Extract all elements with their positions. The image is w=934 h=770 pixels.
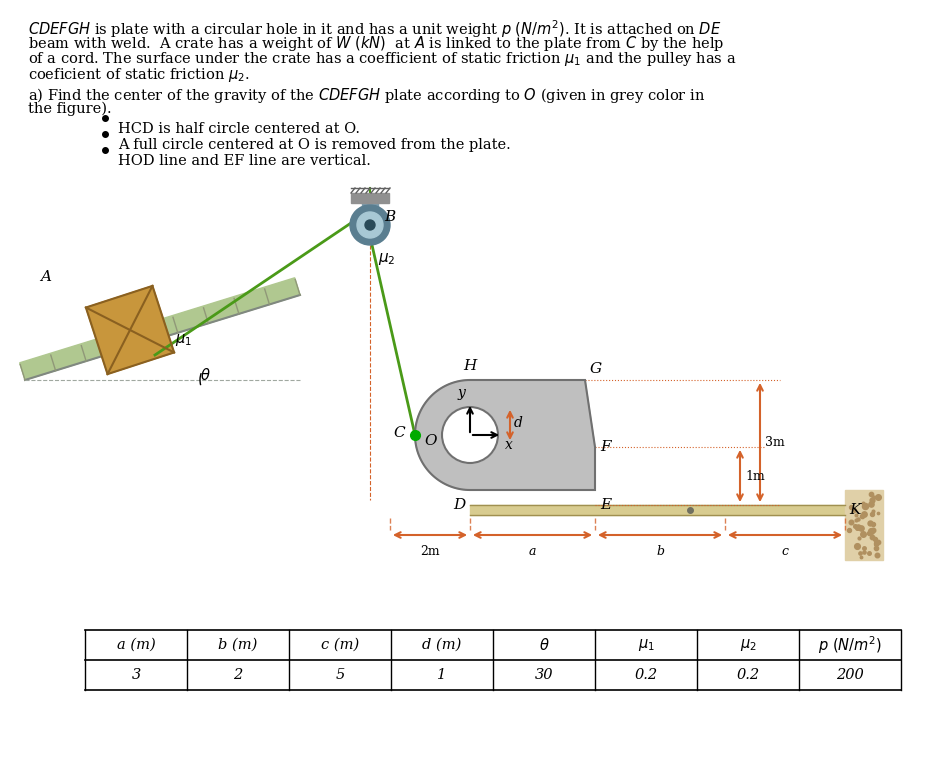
Text: E: E xyxy=(600,498,611,512)
Text: coeficient of static friction $\mu_2$.: coeficient of static friction $\mu_2$. xyxy=(28,66,249,84)
Text: HCD is half circle centered at O.: HCD is half circle centered at O. xyxy=(118,122,360,136)
Bar xyxy=(845,490,883,560)
Text: the figure).: the figure). xyxy=(28,102,112,116)
Text: 3m: 3m xyxy=(765,436,785,449)
Text: $\it{CDEFGH}$ is plate with a circular hole in it and has a unit weight $\it{p}$: $\it{CDEFGH}$ is plate with a circular h… xyxy=(28,18,721,40)
Text: $\mu_2$: $\mu_2$ xyxy=(378,251,396,267)
Text: a) Find the center of the gravity of the $\it{CDEFGH}$ plate according to $\it{O: a) Find the center of the gravity of the… xyxy=(28,86,705,105)
Text: 0.2: 0.2 xyxy=(634,668,658,682)
Text: 0.2: 0.2 xyxy=(736,668,759,682)
Bar xyxy=(351,193,389,203)
Text: 30: 30 xyxy=(535,668,553,682)
Text: 1: 1 xyxy=(437,668,446,682)
Circle shape xyxy=(357,212,383,238)
Text: 5: 5 xyxy=(335,668,345,682)
Text: beam with weld.  A crate has a weight of $\it{W}$ $\it{(kN)}$  at $\it{A}$ is li: beam with weld. A crate has a weight of … xyxy=(28,34,725,53)
Text: y: y xyxy=(457,386,465,400)
Text: HOD line and EF line are vertical.: HOD line and EF line are vertical. xyxy=(118,154,371,168)
Circle shape xyxy=(365,220,375,230)
Text: A: A xyxy=(40,270,51,284)
Text: D: D xyxy=(453,498,465,512)
Text: $\theta$: $\theta$ xyxy=(539,637,549,653)
Text: d: d xyxy=(514,416,523,430)
Text: $\mu_1$: $\mu_1$ xyxy=(638,637,655,653)
Text: F: F xyxy=(600,440,611,454)
Text: $\theta$: $\theta$ xyxy=(200,367,210,383)
Text: G: G xyxy=(590,362,602,376)
Text: 1m: 1m xyxy=(745,470,765,483)
Text: 200: 200 xyxy=(836,668,864,682)
Polygon shape xyxy=(86,286,174,374)
Text: 2: 2 xyxy=(234,668,243,682)
Circle shape xyxy=(350,205,390,245)
Text: C: C xyxy=(393,426,405,440)
Text: b (m): b (m) xyxy=(219,638,258,652)
Text: 2m: 2m xyxy=(420,545,440,558)
Text: O: O xyxy=(424,434,437,448)
Polygon shape xyxy=(415,380,595,490)
Text: H: H xyxy=(463,359,476,373)
Text: b: b xyxy=(656,545,664,558)
Text: c: c xyxy=(782,545,788,558)
Polygon shape xyxy=(20,278,300,380)
Text: $\mu_2$: $\mu_2$ xyxy=(740,637,757,653)
Text: a (m): a (m) xyxy=(117,638,155,652)
Text: c (m): c (m) xyxy=(321,638,360,652)
Text: 3: 3 xyxy=(132,668,141,682)
Text: $\mu_1$: $\mu_1$ xyxy=(175,332,192,348)
Bar xyxy=(470,505,845,515)
Text: K: K xyxy=(849,503,860,517)
Text: of a cord. The surface under the crate has a coefficient of static friction $\mu: of a cord. The surface under the crate h… xyxy=(28,50,736,68)
Text: A full circle centered at O is removed from the plate.: A full circle centered at O is removed f… xyxy=(118,138,511,152)
Circle shape xyxy=(442,407,498,463)
Text: $p\ (N/m^2)$: $p\ (N/m^2)$ xyxy=(818,634,882,656)
Text: B: B xyxy=(384,210,395,224)
Text: a: a xyxy=(529,545,536,558)
Text: d (m): d (m) xyxy=(422,638,461,652)
Text: x: x xyxy=(505,438,513,452)
Bar xyxy=(362,201,378,211)
